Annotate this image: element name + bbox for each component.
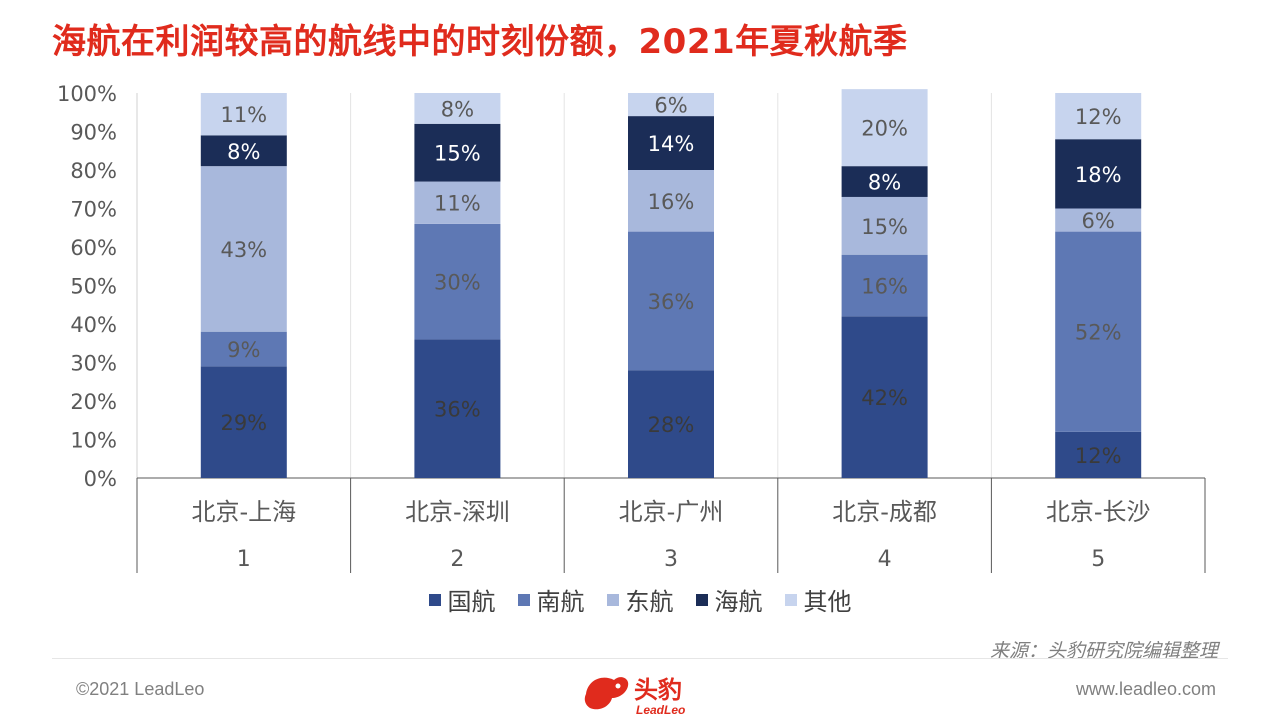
legend-item-other: 其他 (784, 582, 852, 617)
data-label: 9% (227, 338, 260, 362)
legend-swatch-donghang (606, 593, 619, 606)
legend-item-donghang: 东航 (606, 582, 674, 617)
footer-website: www.leadleo.com (1075, 679, 1216, 699)
x-category-label: 北京-广州 (619, 498, 724, 526)
data-label: 15% (861, 215, 908, 239)
data-label: 8% (441, 97, 474, 121)
data-label: 52% (1075, 321, 1122, 345)
bar-segment (1055, 139, 1142, 209)
bar-segment (1055, 231, 1142, 432)
legend-swatch-nanhang (517, 593, 530, 606)
bar-segment (841, 316, 928, 478)
bar-segment (1055, 208, 1142, 232)
x-category-label: 北京-深圳 (405, 498, 510, 526)
bar-segment (200, 166, 287, 332)
bar-segment (628, 170, 714, 232)
y-tick-label: 90% (70, 121, 117, 145)
leopard-eye-icon (615, 683, 621, 689)
y-tick-label: 0% (84, 467, 117, 491)
bar-segment (841, 196, 928, 255)
legend-label-donghang: 东航 (625, 588, 674, 616)
leopard-head-icon (584, 677, 629, 710)
y-tick-label: 20% (70, 390, 117, 414)
data-label: 36% (648, 290, 695, 314)
bar-segment (414, 181, 501, 224)
x-category-index: 5 (1091, 547, 1105, 572)
y-tick-label: 70% (70, 198, 117, 222)
data-label: 36% (434, 398, 481, 422)
data-label: 16% (648, 190, 695, 214)
data-label: 11% (434, 192, 481, 216)
logo-subtext: LeadLeo (636, 703, 685, 717)
bar-segment (414, 93, 501, 124)
y-tick-label: 100% (57, 82, 117, 106)
bar-segment (841, 254, 928, 317)
data-label: 11% (220, 103, 267, 127)
data-label: 12% (1075, 444, 1122, 468)
x-category-label: 北京-上海 (191, 498, 296, 526)
bar-segment (414, 223, 501, 340)
x-category-index: 4 (878, 547, 892, 572)
bar-segment (628, 370, 714, 478)
y-tick-label: 40% (70, 313, 117, 337)
data-label: 15% (434, 142, 481, 166)
data-label: 6% (1082, 209, 1115, 233)
bar-segment (200, 93, 287, 136)
data-label: 14% (648, 132, 695, 156)
bar-segment (200, 331, 287, 367)
data-label: 12% (1075, 105, 1122, 129)
stacked-bar-chart: 0%10%20%30%40%50%60%70%80%90%100%29%9%43… (57, 82, 1206, 573)
data-label: 16% (861, 275, 908, 299)
data-label: 20% (861, 117, 908, 141)
data-label: 18% (1075, 163, 1122, 187)
x-category-label: 北京-长沙 (1046, 498, 1151, 526)
bar-segment (628, 93, 714, 117)
y-tick-label: 80% (70, 159, 117, 183)
legend-item-nanhang: 南航 (517, 582, 585, 617)
y-tick-label: 30% (70, 352, 117, 376)
x-category-index: 1 (237, 547, 251, 572)
legend-label-nanhang: 南航 (536, 588, 585, 616)
source-note: 来源：头豹研究院编辑整理 (989, 640, 1218, 662)
legend-swatch-haihang (695, 593, 708, 606)
footer-divider (52, 658, 1228, 659)
x-category-index: 3 (664, 547, 678, 572)
x-category-index: 2 (450, 547, 464, 572)
logo-text: 头豹 (634, 676, 682, 704)
legend-label-guohang: 国航 (447, 588, 496, 616)
y-tick-label: 10% (70, 429, 117, 453)
x-category-label: 北京-成都 (832, 498, 937, 526)
data-label: 43% (220, 238, 267, 262)
chart-title: 海航在利润较高的航线中的时刻份额，2021年夏秋航季 (52, 22, 908, 62)
footer-copyright: ©2021 LeadLeo (76, 679, 205, 699)
data-label: 30% (434, 271, 481, 295)
y-tick-label: 50% (70, 275, 117, 299)
legend-label-haihang: 海航 (714, 588, 763, 616)
data-label: 42% (861, 386, 908, 410)
bar-segment (414, 339, 501, 478)
data-label: 8% (227, 140, 260, 164)
leadleo-logo: 头豹 LeadLeo (584, 676, 685, 717)
data-label: 6% (654, 94, 687, 118)
chart-legend: 国航 南航 东航 海航 其他 (0, 582, 1280, 617)
bar-segment (628, 231, 714, 371)
bar-segment (414, 123, 501, 182)
bar-segment (628, 116, 714, 170)
legend-item-haihang: 海航 (695, 582, 763, 617)
data-label: 28% (648, 413, 695, 437)
bar-segment (1055, 431, 1142, 478)
bar-segment (841, 166, 928, 197)
bar-segment (1055, 93, 1142, 140)
legend-swatch-guohang (428, 593, 441, 606)
y-tick-label: 60% (70, 236, 117, 260)
bar-segment (200, 366, 287, 478)
legend-swatch-other (784, 593, 797, 606)
bar-segment (200, 135, 287, 167)
data-label: 8% (868, 171, 901, 195)
legend-item-guohang: 国航 (428, 582, 496, 617)
data-label: 29% (220, 411, 267, 435)
bar-segment (841, 89, 928, 167)
legend-label-other: 其他 (803, 588, 852, 616)
